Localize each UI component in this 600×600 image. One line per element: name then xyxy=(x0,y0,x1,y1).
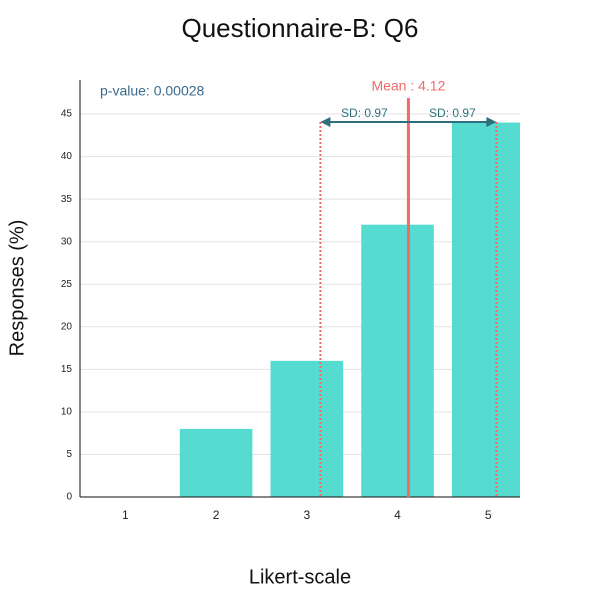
x-tick-label: 3 xyxy=(303,508,310,522)
mean-label: Mean : 4.12 xyxy=(371,78,445,94)
y-tick-label: 0 xyxy=(66,492,72,503)
sd-label: SD: 0.97 xyxy=(341,106,388,120)
p-value: p-value: 0.00028 xyxy=(100,83,205,99)
x-axis-label: Likert-scale xyxy=(249,566,351,588)
bar xyxy=(270,360,344,497)
y-tick-label: 5 xyxy=(66,449,72,460)
y-tick-label: 10 xyxy=(61,407,73,418)
bar xyxy=(179,428,253,497)
sd-arrowhead xyxy=(486,117,497,127)
y-tick-label: 25 xyxy=(61,279,73,290)
x-tick-label: 1 xyxy=(122,508,129,522)
x-tick-label: 5 xyxy=(485,508,492,522)
y-tick-label: 20 xyxy=(61,321,73,332)
y-tick-label: 40 xyxy=(61,151,73,162)
plot-area xyxy=(179,122,520,497)
y-tick-label: 30 xyxy=(61,236,73,247)
y-tick-label: 45 xyxy=(61,109,73,120)
sd-arrowhead xyxy=(320,117,331,127)
y-tick-label: 15 xyxy=(61,364,73,375)
y-tick-label: 35 xyxy=(61,194,73,205)
x-tick-label: 2 xyxy=(213,508,220,522)
sd-label: SD: 0.97 xyxy=(429,106,476,120)
y-axis-label: Responses (%) xyxy=(6,220,28,357)
x-tick-label: 4 xyxy=(394,508,401,522)
bar xyxy=(361,224,434,497)
chart-title: Questionnaire-B: Q6 xyxy=(181,13,418,43)
bar xyxy=(451,122,520,497)
